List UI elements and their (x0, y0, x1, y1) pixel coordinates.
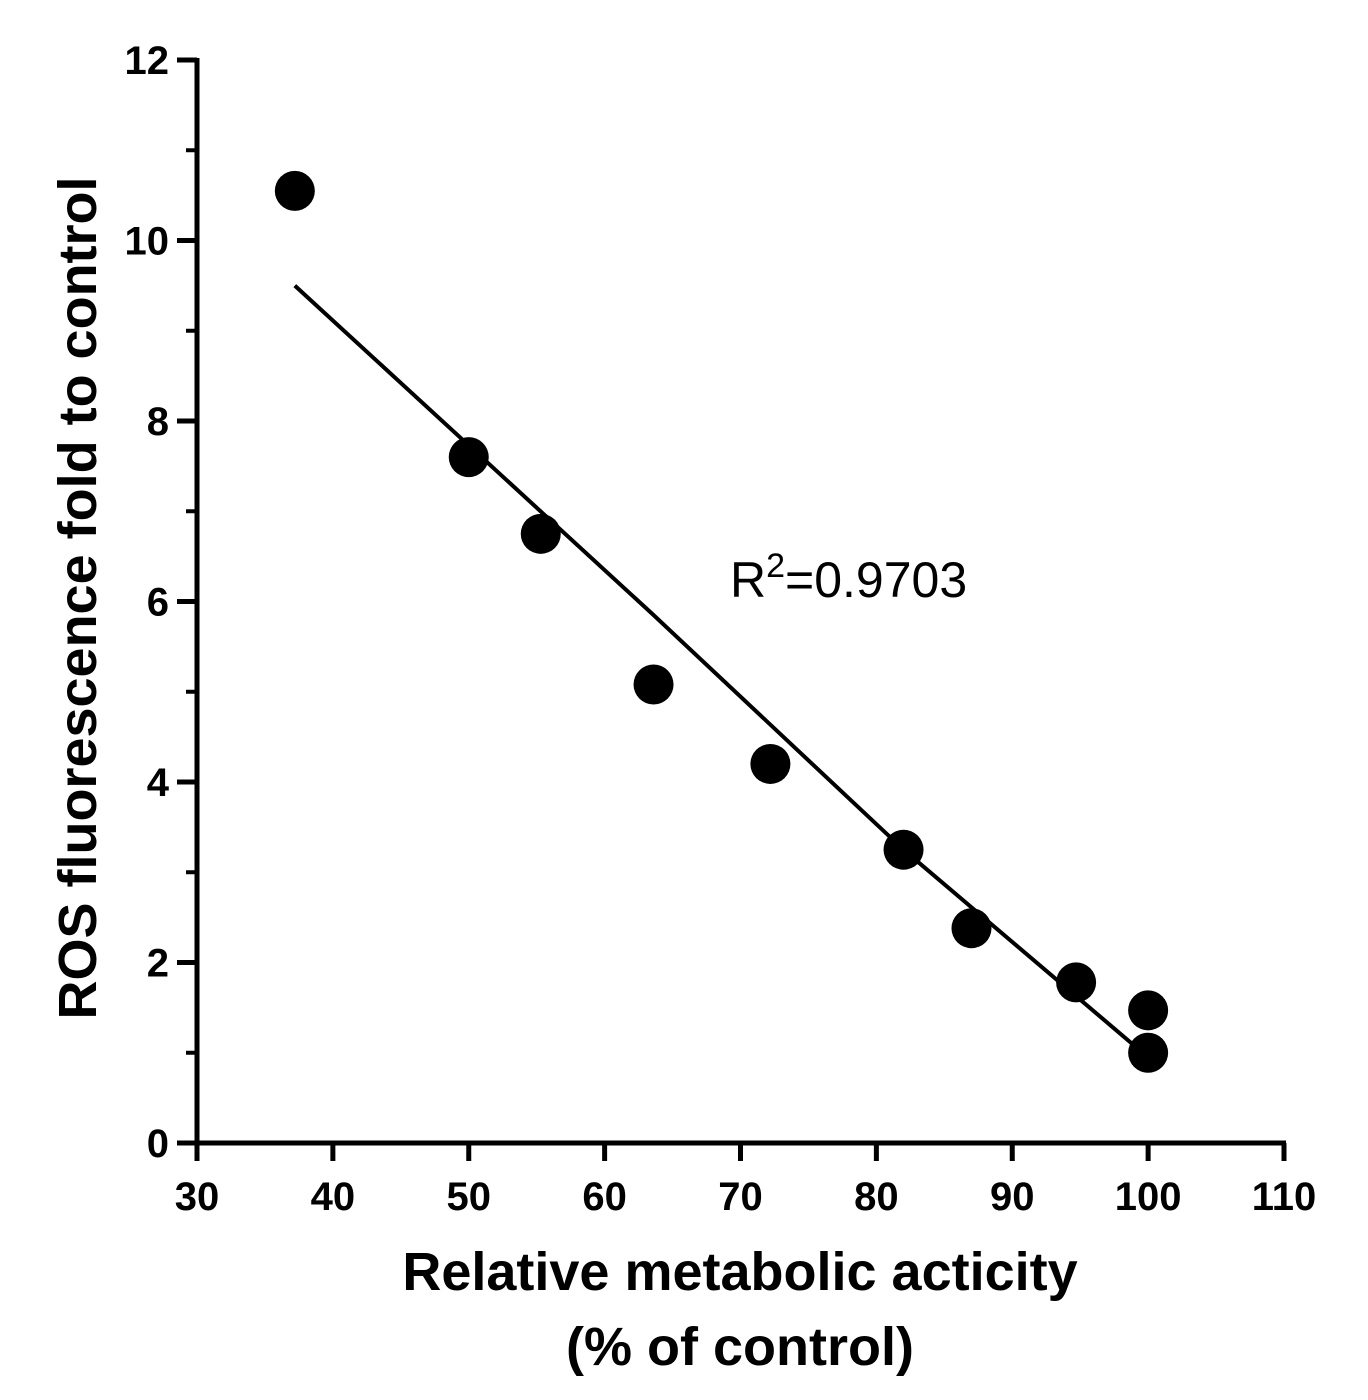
y-tick-label: 12 (125, 39, 170, 83)
data-point (750, 743, 791, 784)
x-ticks: 30 40 50 60 70 80 90 100 110 (175, 1143, 1317, 1219)
data-point (1128, 990, 1169, 1031)
x-axis-title-line-2: (% of control) (566, 1317, 914, 1377)
data-points (274, 170, 1169, 1073)
x-tick-label: 50 (447, 1175, 492, 1219)
x-tick-label: 100 (1115, 1175, 1182, 1219)
r-squared-superscript: 2 (766, 547, 785, 585)
data-point (951, 908, 992, 949)
y-tick-label: 0 (147, 1122, 169, 1166)
y-tick-label: 10 (125, 220, 170, 264)
y-tick-label: 8 (147, 400, 169, 444)
y-tick-label: 6 (147, 581, 169, 625)
y-axis-title: ROS fluorescence fold to control (48, 176, 108, 1019)
data-point (520, 513, 561, 554)
r-squared-value: =0.9703 (785, 552, 967, 608)
x-tick-label: 60 (582, 1175, 627, 1219)
data-point (883, 829, 924, 870)
x-tick-label: 40 (311, 1175, 356, 1219)
y-ticks: 0 2 4 6 8 10 12 (125, 39, 197, 1166)
regression-line (293, 284, 1150, 1059)
x-tick-label: 70 (718, 1175, 763, 1219)
data-point (1128, 1032, 1169, 1073)
data-point (633, 664, 674, 705)
x-tick-label: 80 (854, 1175, 899, 1219)
r-squared-base: R (730, 552, 766, 608)
y-tick-label: 4 (147, 761, 170, 805)
x-tick-label: 90 (990, 1175, 1035, 1219)
x-tick-label: 30 (175, 1175, 220, 1219)
x-axis-title-line-1: Relative metabolic acticity (402, 1242, 1077, 1302)
data-point (1056, 962, 1097, 1003)
y-tick-label: 2 (147, 942, 169, 986)
r-squared-annotation: R2=0.9703 (730, 547, 967, 608)
data-point (448, 437, 489, 478)
x-tick-label: 110 (1252, 1175, 1317, 1219)
data-point (274, 170, 315, 211)
